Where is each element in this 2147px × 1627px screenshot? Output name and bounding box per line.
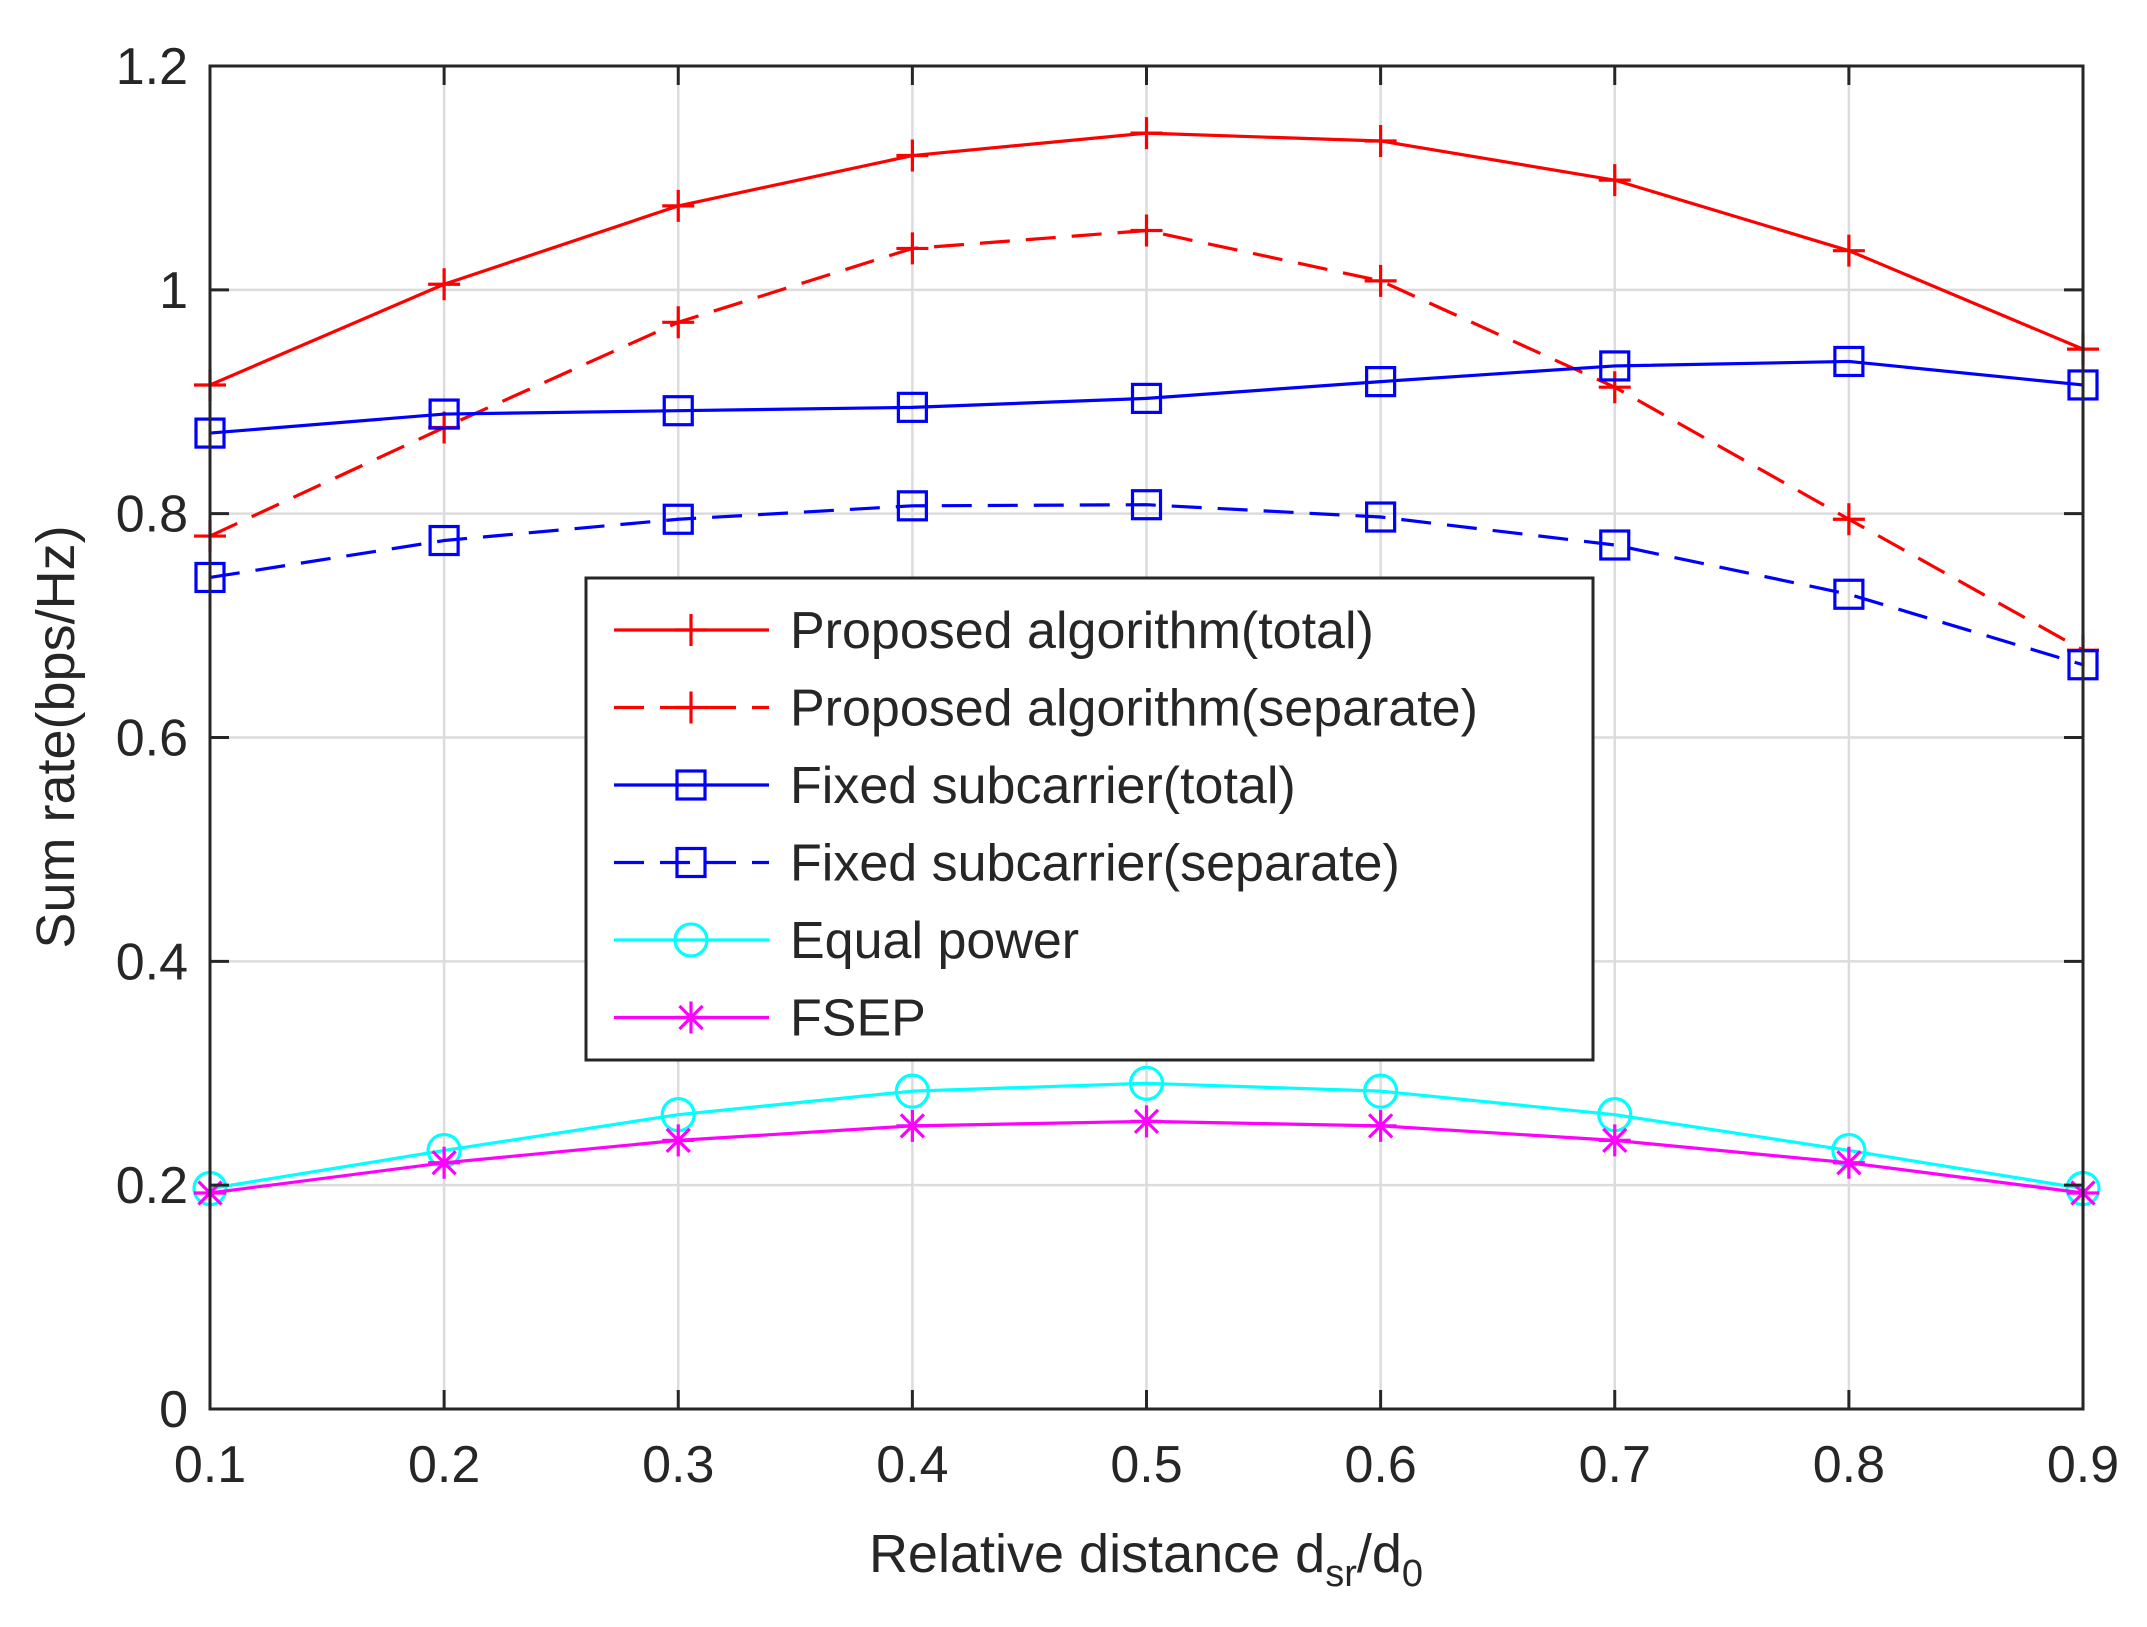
legend-entry-equal-power: Equal power xyxy=(614,912,1079,970)
data-point-proposed-algorithm-separate xyxy=(896,232,929,265)
x-tick-label: 0.5 xyxy=(1110,1436,1182,1494)
data-point-proposed-algorithm-separate xyxy=(1364,264,1397,297)
data-point-fixed-subcarrier-separate xyxy=(1599,529,1631,561)
legend-entry-fixed-subcarrier-separate: Fixed subcarrier(separate) xyxy=(614,835,1400,893)
x-tick-label: 0.9 xyxy=(2047,1436,2119,1494)
series-line-fixed-subcarrier-separate xyxy=(209,503,2084,667)
tick-marks xyxy=(208,64,2085,1411)
data-point-fsep xyxy=(662,1124,695,1157)
x-tick-label: 0.6 xyxy=(1344,1436,1416,1494)
legend: Proposed algorithm(total) Proposed algori… xyxy=(584,576,1595,1062)
x-axis-label-mid: /d xyxy=(1357,1524,1402,1584)
series-fixed-subcarrier-total xyxy=(194,345,2099,449)
y-tick-label: 1.2 xyxy=(116,38,188,96)
legend-marker-fixed-subcarrier-total xyxy=(675,769,707,801)
x-axis-label-main: Relative distance d xyxy=(869,1524,1325,1584)
data-point-proposed-algorithm-total xyxy=(1364,124,1397,157)
data-point-fixed-subcarrier-separate xyxy=(1365,501,1397,533)
x-tick-label: 0.7 xyxy=(1579,1436,1651,1494)
data-point-fixed-subcarrier-separate xyxy=(1130,489,1163,521)
data-point-proposed-algorithm-separate xyxy=(1130,214,1163,247)
data-point-equal-power xyxy=(1363,1073,1399,1109)
data-point-fixed-subcarrier-total xyxy=(662,395,694,427)
y-tick-label: 1 xyxy=(159,262,188,320)
data-point-fixed-subcarrier-total xyxy=(1365,366,1397,398)
data-point-fsep xyxy=(1598,1124,1631,1157)
x-tick-labels: 0.1 0.2 0.3 0.4 0.5 0.6 0.7 0.8 0.9 xyxy=(174,1436,2119,1494)
x-tick-label: 0.2 xyxy=(408,1436,480,1494)
legend-entry-fsep: FSEP xyxy=(614,990,926,1048)
legend-marker-proposed-algorithm-separate xyxy=(675,691,707,724)
data-point-fsep xyxy=(1832,1146,1865,1179)
data-point-fixed-subcarrier-separate xyxy=(1833,578,1865,610)
data-point-proposed-algorithm-total xyxy=(662,189,695,222)
data-point-fixed-subcarrier-total xyxy=(1130,382,1163,414)
x-axis-label-sub1: sr xyxy=(1325,1553,1357,1595)
legend-entry-proposed-algorithm-separate: Proposed algorithm(separate) xyxy=(614,680,1478,738)
legend-marker-fixed-subcarrier-separate xyxy=(675,846,707,879)
data-point-fsep xyxy=(1130,1105,1163,1138)
legend-entry-proposed-algorithm-total: Proposed algorithm(total) xyxy=(614,602,1374,660)
data-point-fixed-subcarrier-total xyxy=(896,391,928,423)
legend-label-fixed-subcarrier-separate: Fixed subcarrier(separate) xyxy=(790,835,1400,893)
legend-label-proposed-algorithm-total: Proposed algorithm(total) xyxy=(790,602,1374,660)
data-point-proposed-algorithm-total xyxy=(428,268,461,301)
y-tick-labels: 0 0.2 0.4 0.6 0.8 1 1.2 xyxy=(116,38,188,1439)
data-point-fsep xyxy=(428,1146,461,1179)
plot-series xyxy=(192,117,2101,1209)
y-tick-label: 0.6 xyxy=(116,710,188,768)
legend-label-proposed-algorithm-separate: Proposed algorithm(separate) xyxy=(790,680,1478,738)
x-tick-label: 0.1 xyxy=(174,1436,246,1494)
y-tick-label: 0.8 xyxy=(116,486,188,544)
data-point-equal-power xyxy=(1128,1065,1165,1101)
data-point-fixed-subcarrier-separate xyxy=(662,503,694,535)
data-point-proposed-algorithm-total xyxy=(1832,234,1865,267)
data-point-fixed-subcarrier-total xyxy=(1599,350,1631,382)
data-point-fixed-subcarrier-separate xyxy=(428,524,460,557)
y-tick-label: 0 xyxy=(159,1381,188,1439)
data-point-proposed-algorithm-total xyxy=(1130,117,1163,150)
x-tick-label: 0.4 xyxy=(876,1436,948,1494)
y-tick-label: 0.2 xyxy=(116,1157,188,1215)
data-point-proposed-algorithm-separate xyxy=(662,306,695,339)
series-fixed-subcarrier-separate xyxy=(194,489,2099,681)
x-axis-label-sub2: 0 xyxy=(1402,1553,1423,1595)
legend-label-fsep: FSEP xyxy=(790,990,926,1048)
data-point-proposed-algorithm-separate xyxy=(1832,503,1865,536)
legend-label-equal-power: Equal power xyxy=(790,912,1079,970)
series-line-fixed-subcarrier-total xyxy=(209,359,2084,435)
series-line-equal-power xyxy=(209,1081,2084,1191)
legend-marker-equal-power xyxy=(673,922,709,958)
data-point-fsep xyxy=(1364,1109,1397,1142)
legend-label-fixed-subcarrier-total: Fixed subcarrier(total) xyxy=(790,757,1296,815)
legend-box xyxy=(584,576,1595,1062)
data-point-proposed-algorithm-total xyxy=(896,139,929,172)
data-point-proposed-algorithm-total xyxy=(1598,164,1631,197)
y-tick-label: 0.4 xyxy=(116,933,188,991)
legend-marker-proposed-algorithm-total xyxy=(675,614,707,646)
data-point-fixed-subcarrier-total xyxy=(428,398,460,430)
data-point-fixed-subcarrier-total xyxy=(1833,345,1865,378)
x-tick-label: 0.8 xyxy=(1813,1436,1885,1494)
data-point-fixed-subcarrier-separate xyxy=(896,490,928,522)
x-axis-label: Relative distance dsr/d0 xyxy=(869,1524,1423,1595)
data-point-proposed-algorithm-separate xyxy=(1598,371,1631,404)
y-axis-label: Sum rate(bps/Hz) xyxy=(26,525,86,948)
data-point-fsep xyxy=(896,1109,929,1142)
legend-marker-fsep xyxy=(675,1001,707,1034)
data-point-equal-power xyxy=(894,1073,930,1109)
legend-entry-fixed-subcarrier-total: Fixed subcarrier(total) xyxy=(614,757,1296,815)
x-tick-label: 0.3 xyxy=(642,1436,714,1494)
